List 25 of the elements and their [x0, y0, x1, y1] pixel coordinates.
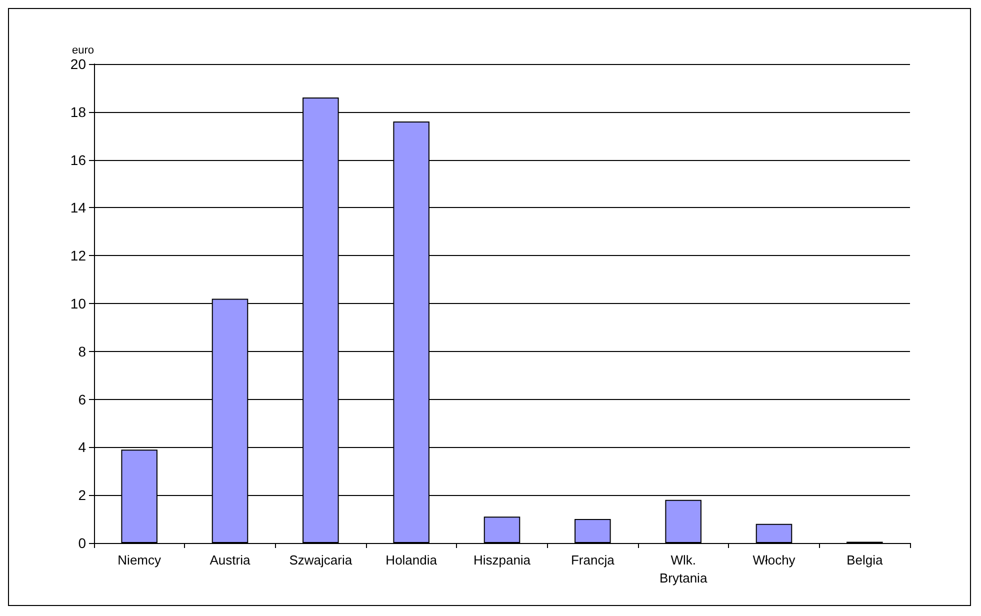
bar [665, 500, 702, 543]
bar [574, 519, 611, 543]
y-tick-label: 20 [70, 56, 86, 72]
x-tick-label: Francja [570, 552, 616, 568]
x-tick-label: Holandia [386, 552, 438, 568]
y-tick-label: 6 [78, 391, 86, 408]
y-tick-label: 14 [70, 200, 86, 216]
y-tick-label: 2 [78, 487, 86, 504]
y-tick-label: 12 [70, 248, 86, 264]
x-tick-label: Hiszpania [473, 552, 532, 568]
y-tick-label: 10 [70, 296, 86, 312]
bar [756, 524, 792, 543]
x-tick-label: Szwajcaria [289, 552, 353, 568]
bar [484, 516, 520, 543]
y-axis-title: euro [72, 44, 94, 56]
x-tick-label: Austria [210, 552, 251, 568]
x-tick-label: Belgia [846, 552, 884, 568]
x-tick-label: Wlk. Brytania [659, 552, 708, 586]
y-tick-label: 0 [78, 535, 86, 551]
y-tick-label: 16 [70, 152, 86, 168]
y-tick-label: 18 [70, 104, 86, 120]
x-tick-label: Włochy [752, 552, 796, 568]
y-tick-label: 4 [78, 439, 86, 456]
y-tick-label: 8 [78, 343, 86, 360]
x-tick-label: Niemcy [118, 552, 162, 568]
